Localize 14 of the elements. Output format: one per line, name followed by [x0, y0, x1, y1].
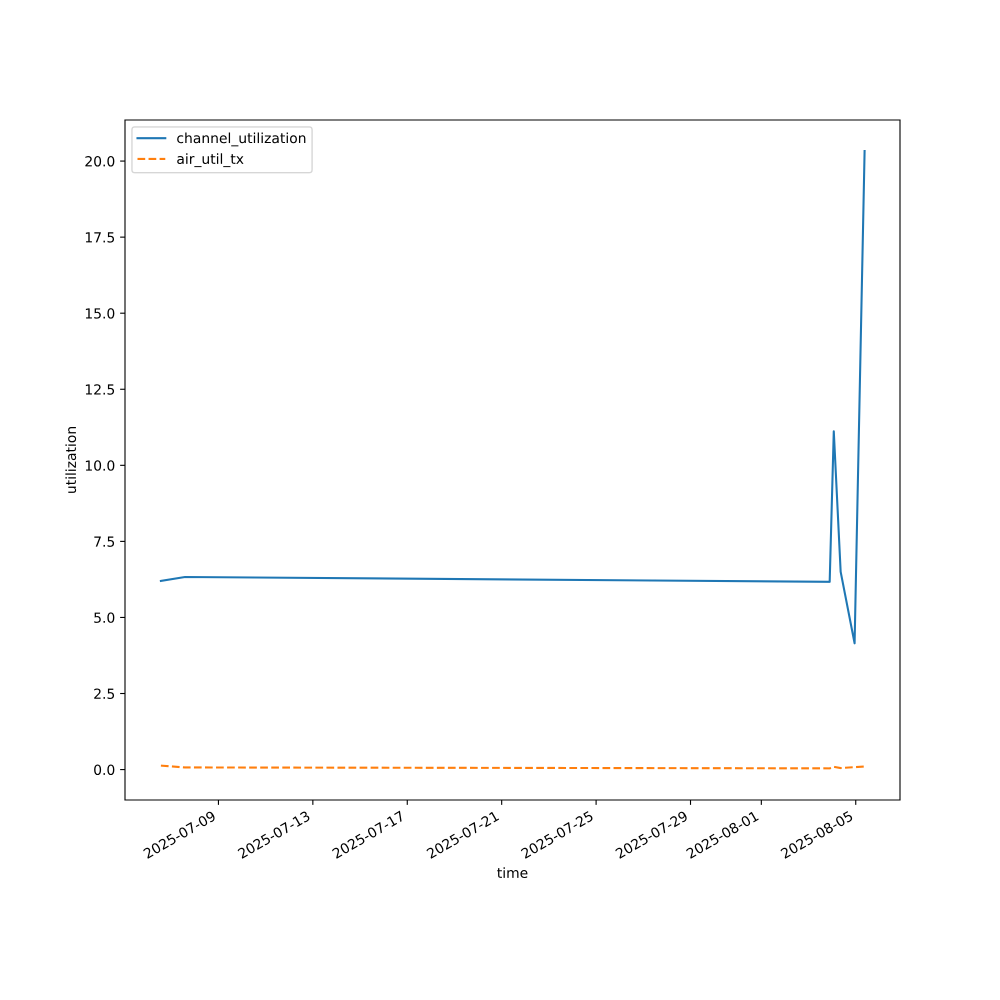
legend-label: channel_utilization: [177, 132, 306, 146]
y-tick-label: 12.5: [86, 384, 114, 395]
y-tick-label: 17.5: [86, 232, 114, 243]
y-tick-label: 20.0: [85, 156, 114, 167]
y-tick-label: 2.5: [94, 688, 114, 699]
y-axis-title: utilization: [65, 427, 76, 493]
y-tick-label: 15.0: [86, 308, 114, 319]
x-axis-title: time: [497, 867, 528, 878]
line-series: [160, 150, 866, 644]
legend-label: air_util_tx: [177, 153, 244, 168]
y-tick-label: 10.0: [86, 460, 114, 471]
y-tick-label: 7.5: [94, 536, 114, 547]
y-tick-label: 0.0: [94, 764, 114, 776]
y-tick-label: 5.0: [94, 612, 114, 623]
